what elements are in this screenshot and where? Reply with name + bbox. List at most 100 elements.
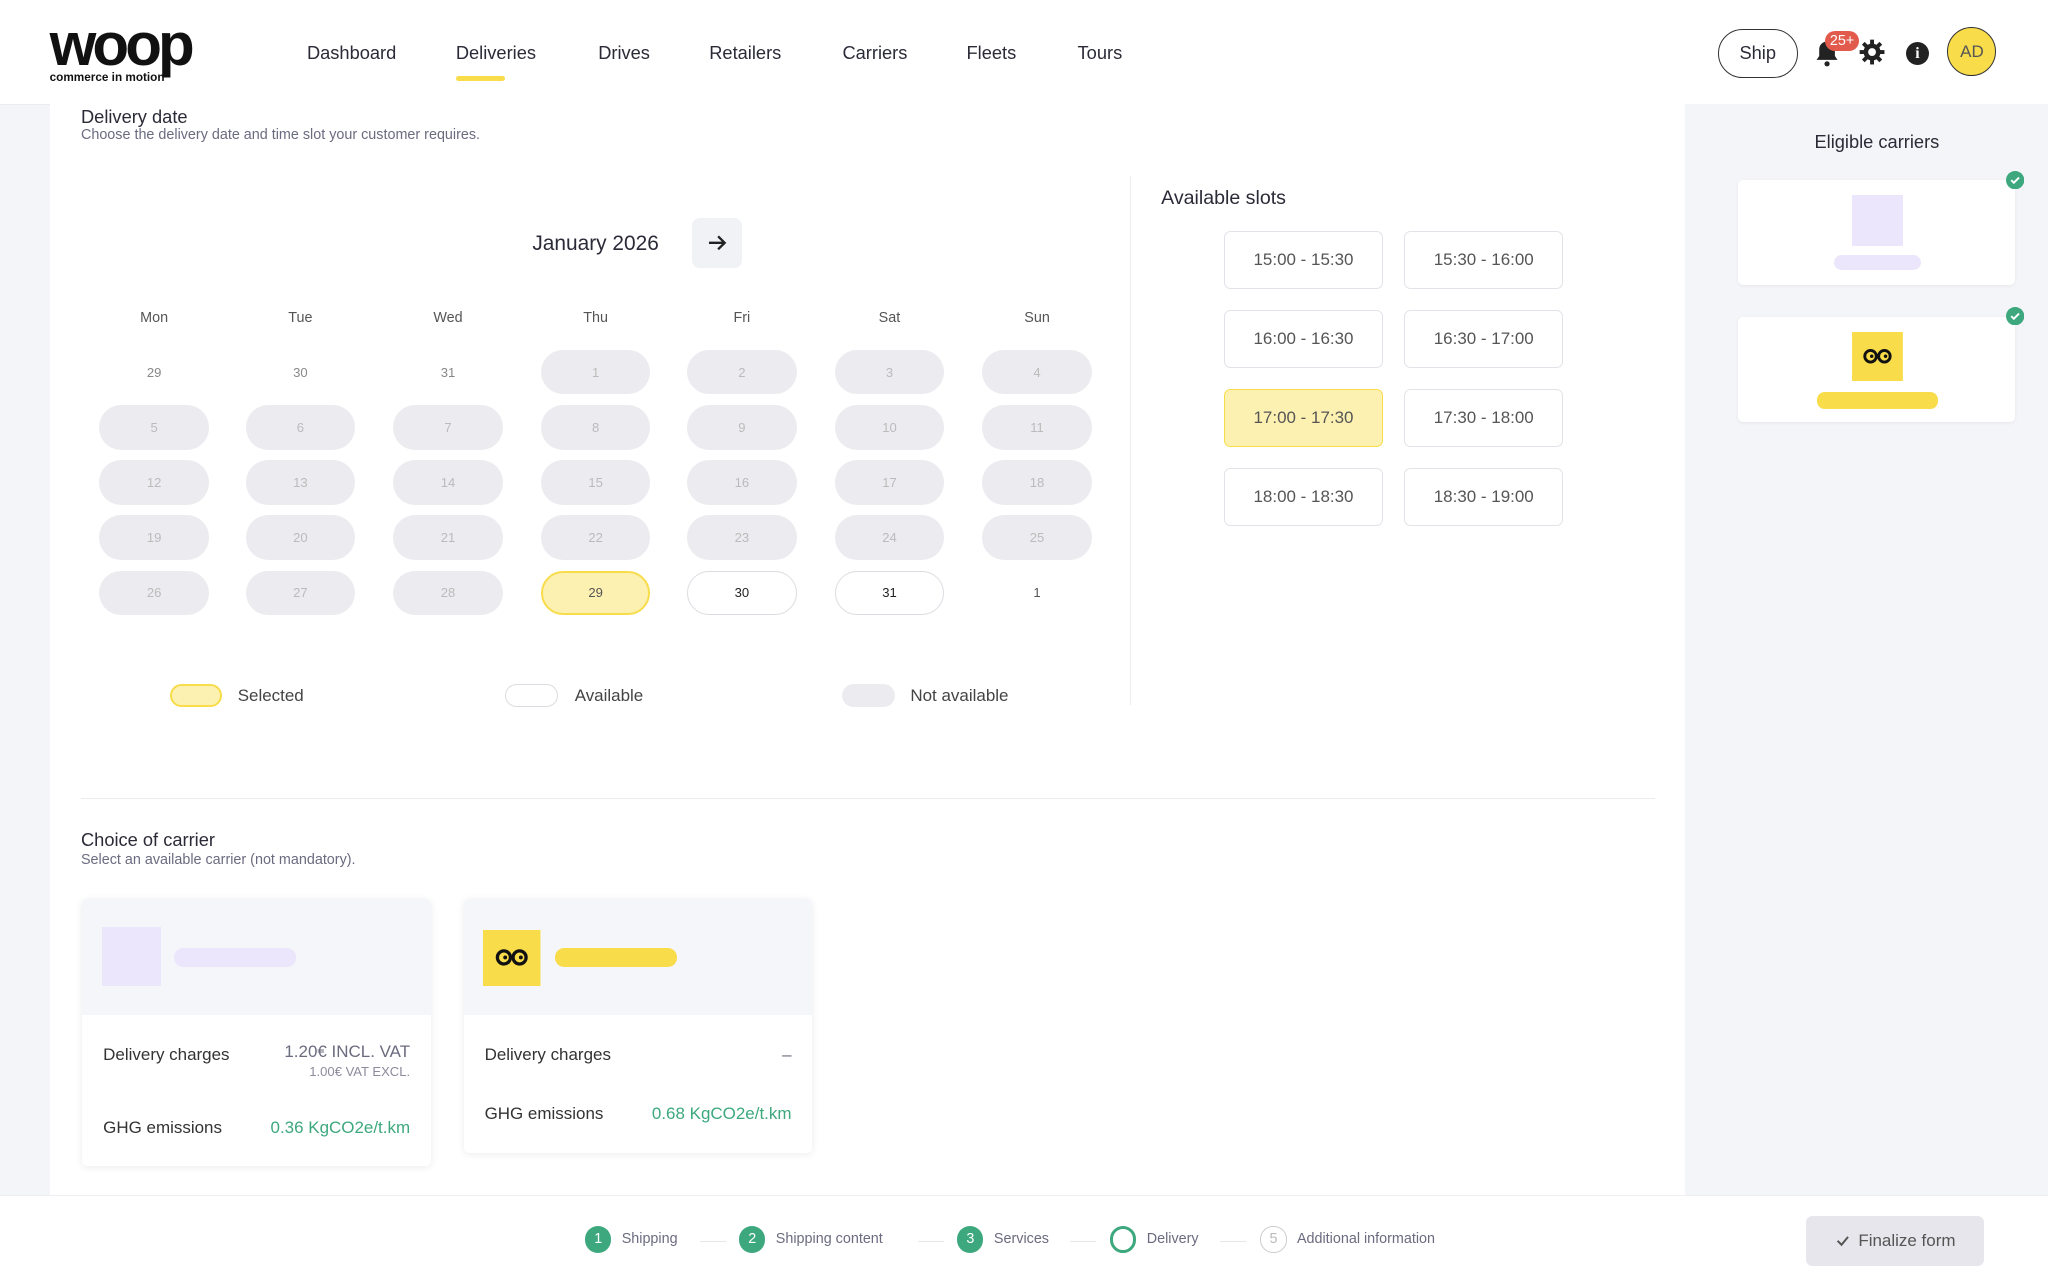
carrier-card-1[interactable]: Delivery charges 1.20€ INCL. VAT 1.00€ V… [82, 898, 431, 1167]
time-slot[interactable]: 16:00 - 16:30 [1223, 310, 1384, 368]
weekday-header: Sat [878, 309, 901, 326]
calendar-month: January 2026 [532, 232, 659, 256]
eligible-carriers-title: Eligible carriers [1814, 130, 1940, 152]
delivery-charges-label: Delivery charges [103, 1044, 230, 1064]
eligible-carrier-1[interactable] [1738, 180, 2016, 285]
calendar-day: 19 [99, 515, 209, 560]
carrier-logo-placeholder [1852, 194, 1903, 246]
calendar-day: 22 [540, 515, 651, 560]
carrier-eyes-logo-icon [483, 929, 541, 987]
calendar-day: 12 [99, 460, 209, 505]
carrier-name-placeholder [1833, 254, 1922, 271]
calendar-day: 2 [687, 350, 797, 395]
divider [1129, 176, 1132, 706]
check-icon [2006, 171, 2025, 190]
step-1[interactable]: 1 Shipping [585, 1226, 678, 1253]
gear-icon[interactable] [1859, 39, 1885, 65]
carrier-card-2[interactable]: Delivery charges – GHG emissions 0.68 Kg… [463, 898, 813, 1154]
step-connector [918, 1240, 945, 1243]
calendar-day: 16 [687, 460, 797, 505]
calendar-day: 9 [687, 405, 797, 450]
step-number [1110, 1226, 1137, 1253]
choice-of-carrier-subtitle: Select an available carrier (not mandato… [80, 851, 356, 868]
nav-carriers[interactable]: Carriers [842, 41, 908, 63]
step-number: 5 [1260, 1226, 1287, 1253]
weekday-header: Mon [140, 309, 169, 326]
calendar-day: 23 [687, 515, 797, 560]
weekday-header: Wed [433, 309, 463, 326]
time-slot[interactable]: 15:30 - 16:00 [1404, 231, 1564, 289]
next-month-arrow-icon[interactable] [692, 218, 742, 268]
avatar[interactable]: AD [1947, 27, 1997, 77]
calendar-day: 21 [393, 515, 503, 560]
calendar-day: 14 [393, 460, 503, 505]
available-slots-title: Available slots [1161, 186, 1286, 209]
legend-available: Available [574, 685, 644, 705]
time-slot[interactable]: 17:30 - 18:00 [1404, 389, 1564, 447]
calendar-day: 26 [99, 570, 209, 615]
eligible-carrier-2[interactable] [1738, 317, 2016, 422]
time-slot[interactable]: 17:00 - 17:30 [1223, 389, 1384, 447]
top-navbar: woop commerce in motion Dashboard Delive… [0, 0, 2048, 106]
ghg-label: GHG emissions [103, 1118, 222, 1138]
nav-retailers[interactable]: Retailers [709, 41, 782, 63]
calendar-day: 11 [982, 405, 1092, 450]
charges-value: – [782, 1044, 792, 1064]
calendar-day: 15 [540, 460, 651, 505]
legend-not-available: Not available [910, 685, 1009, 705]
legend-available-swatch [505, 684, 558, 707]
calendar-day: 30 [293, 364, 308, 380]
calendar-day-selected[interactable]: 29 [540, 570, 651, 615]
step-label: Additional information [1296, 1231, 1436, 1248]
nav-drives[interactable]: Drives [598, 41, 650, 63]
time-slot[interactable]: 16:30 - 17:00 [1404, 310, 1564, 368]
calendar-day[interactable]: 30 [687, 570, 797, 615]
carrier-name-placeholder [1816, 391, 1939, 409]
woop-logo[interactable]: woop commerce in motion [49, 10, 195, 84]
time-slot[interactable]: 15:00 - 15:30 [1223, 231, 1384, 289]
ghg-value: 0.36 KgCO2e/t.km [270, 1118, 411, 1138]
step-label: Services [993, 1231, 1049, 1248]
carrier-name-placeholder [173, 948, 297, 967]
legend-selected: Selected [237, 685, 304, 705]
carrier-eyes-logo-icon [1852, 331, 1903, 382]
weekday-header: Fri [733, 309, 751, 326]
nav-tours[interactable]: Tours [1077, 41, 1123, 63]
delivery-date-subtitle: Choose the delivery date and time slot y… [80, 126, 481, 143]
calendar-day: 20 [245, 515, 356, 560]
calendar-day: 4 [982, 350, 1092, 395]
active-nav-indicator [455, 75, 506, 81]
calendar-day: 3 [834, 350, 945, 395]
calendar-day: 1 [540, 350, 651, 395]
step-label: Delivery [1146, 1231, 1199, 1248]
step-connector [1219, 1240, 1247, 1243]
finalize-form-button[interactable]: Finalize form [1806, 1215, 1984, 1266]
carrier-logo-placeholder [101, 927, 161, 987]
step-2[interactable]: 2 Shipping content [739, 1226, 883, 1253]
nav-fleets[interactable]: Fleets [966, 41, 1017, 63]
nav-deliveries[interactable]: Deliveries [455, 41, 537, 63]
time-slot[interactable]: 18:00 - 18:30 [1223, 468, 1384, 526]
check-icon [1836, 1236, 1849, 1247]
step-4[interactable]: Delivery [1110, 1226, 1199, 1253]
eligible-carriers-panel [1684, 104, 2048, 1196]
calendar-day[interactable]: 31 [834, 570, 945, 615]
step-label: Shipping [621, 1231, 678, 1248]
charges-incl-vat: 1.20€ INCL. VAT [284, 1042, 411, 1062]
calendar-day: 25 [982, 515, 1092, 560]
calendar-day: 13 [245, 460, 356, 505]
info-icon[interactable]: i [1905, 41, 1930, 66]
nav-dashboard[interactable]: Dashboard [306, 41, 397, 63]
notification-badge: 25+ [1824, 31, 1860, 51]
ship-button[interactable]: Ship [1717, 28, 1798, 78]
weekday-header: Tue [288, 309, 313, 326]
weekday-header: Sun [1024, 309, 1050, 326]
calendar-day: 7 [393, 405, 503, 450]
weekday-header: Thu [583, 309, 608, 326]
time-slot[interactable]: 18:30 - 19:00 [1404, 468, 1564, 526]
step-5[interactable]: 5 Additional information [1260, 1226, 1436, 1253]
carrier-name-placeholder [555, 948, 677, 967]
legend-selected-swatch [169, 684, 223, 707]
step-3[interactable]: 3 Services [957, 1226, 1049, 1253]
ghg-value: 0.68 KgCO2e/t.km [651, 1103, 792, 1123]
